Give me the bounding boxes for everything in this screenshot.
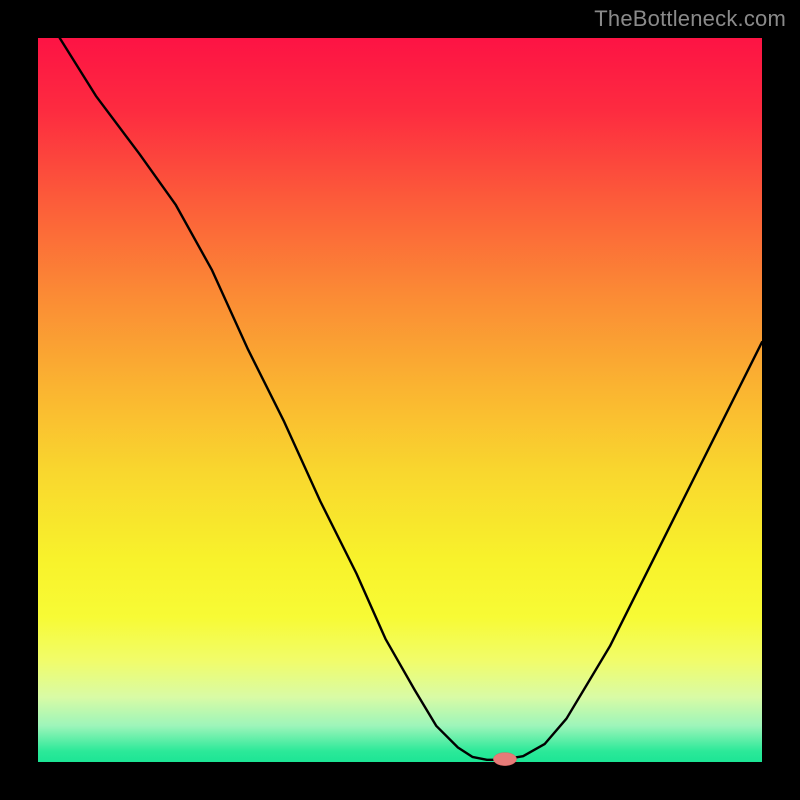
optimal-point-marker xyxy=(493,753,516,766)
chart-background xyxy=(38,38,762,762)
bottleneck-chart: TheBottleneck.com xyxy=(0,0,800,800)
chart-canvas xyxy=(0,0,800,800)
